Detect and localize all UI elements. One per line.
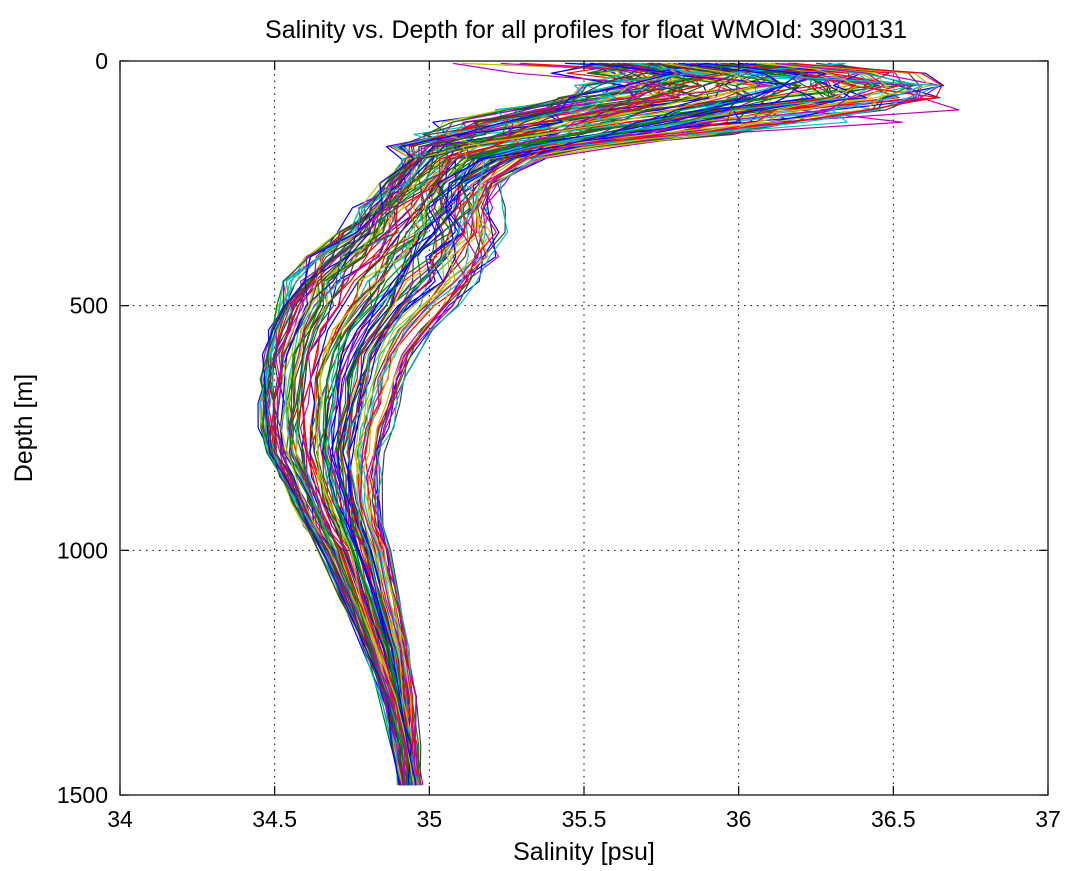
- profile-line: [322, 62, 783, 786]
- x-tick-label: 35.5: [562, 806, 607, 832]
- profile-line: [347, 62, 830, 786]
- y-tick-label: 500: [70, 293, 108, 319]
- profile-line: [295, 62, 720, 786]
- y-tick-label: 1000: [57, 537, 108, 563]
- profile-line: [315, 62, 757, 786]
- y-axis-title: Depth [m]: [10, 374, 38, 482]
- profile-line: [324, 63, 802, 786]
- x-tick-label: 34: [107, 806, 133, 832]
- profile-line: [285, 62, 673, 786]
- profile-line: [370, 62, 945, 786]
- profile-line: [264, 62, 638, 786]
- profile-line: [302, 62, 700, 786]
- profile-line: [294, 62, 695, 786]
- profile-line: [359, 62, 885, 786]
- y-tick-label: 0: [95, 48, 108, 74]
- profile-line: [262, 62, 634, 786]
- x-tick-label: 36.5: [871, 806, 916, 832]
- profile-line: [276, 62, 719, 786]
- x-tick-label: 36: [726, 806, 752, 832]
- profile-line: [347, 62, 855, 786]
- x-tick-label: 34.5: [252, 806, 297, 832]
- profile-line: [381, 62, 921, 786]
- profile-line: [300, 62, 772, 786]
- y-tick-label: 1500: [57, 782, 108, 808]
- chart-title: Salinity vs. Depth for all profiles for …: [265, 16, 907, 44]
- profile-line: [261, 62, 701, 786]
- profile-line: [286, 62, 788, 786]
- profile-line: [355, 62, 849, 786]
- grid-lines: [120, 61, 1048, 795]
- profile-line: [261, 62, 675, 786]
- y-tick-labels: 0 500 1000 1500: [57, 48, 108, 808]
- profile-line: [264, 62, 698, 786]
- profile-line: [308, 62, 749, 786]
- x-tick-label: 35: [417, 806, 443, 832]
- profile-line: [348, 62, 852, 786]
- profile-line: [347, 62, 857, 786]
- profile-line: [336, 62, 834, 786]
- profile-line: [367, 62, 932, 786]
- profile-line: [353, 62, 859, 786]
- profile-line: [288, 62, 703, 786]
- profile-line: [368, 62, 943, 786]
- profile-line: [336, 62, 828, 786]
- x-tick-label: 37: [1035, 806, 1061, 832]
- profile-line: [356, 62, 886, 786]
- x-axis-title: Salinity [psu]: [513, 838, 655, 866]
- profile-line: [360, 62, 889, 786]
- x-tick-labels: 34 34.5 35 35.5 36 36.5 37: [107, 806, 1061, 832]
- profile-line: [340, 62, 832, 786]
- profile-line: [329, 62, 800, 786]
- profile-line: [346, 62, 875, 786]
- profile-line: [365, 62, 923, 786]
- profile-line: [347, 62, 835, 786]
- profile-line: [347, 62, 868, 786]
- axis-ticks: [119, 60, 1049, 796]
- plot-frame: [119, 60, 1049, 796]
- profile-lines: [257, 62, 960, 786]
- profile-line: [374, 62, 941, 786]
